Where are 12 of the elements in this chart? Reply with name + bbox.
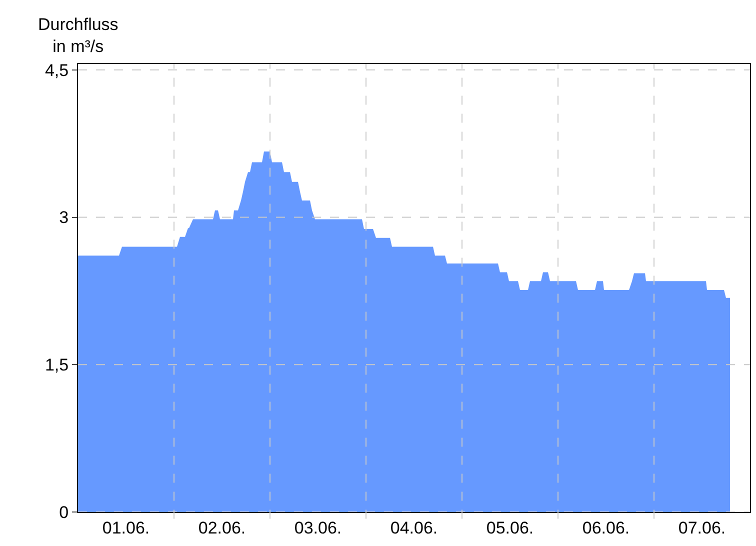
x-tick-label: 05.06. [486, 518, 534, 538]
x-tick-label: 07.06. [678, 518, 726, 538]
x-tick-label: 01.06. [102, 518, 150, 538]
y-axis-title: Durchfluss in m³/s [38, 15, 118, 56]
x-tick-label: 03.06. [294, 518, 342, 538]
y-tick-label: 0 [59, 502, 69, 522]
y-tick-label: 1,5 [44, 356, 69, 375]
x-tick-label: 06.06. [582, 518, 630, 538]
y-tick-label: 4,5 [44, 60, 69, 80]
x-tick-label: 04.06. [390, 518, 438, 538]
y-tick-label: 3 [59, 208, 69, 228]
x-tick-label: 02.06. [198, 518, 246, 538]
